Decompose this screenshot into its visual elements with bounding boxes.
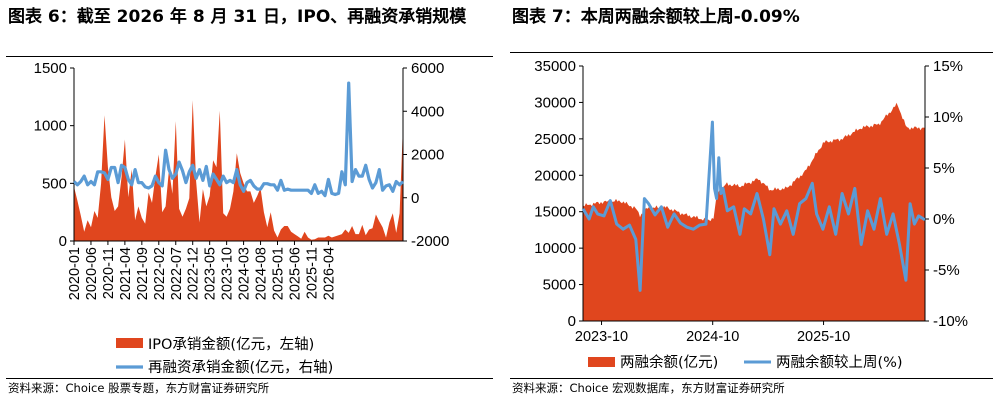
- x-tick-label: 2023-10: [575, 329, 628, 345]
- right-title-rule: [510, 52, 993, 53]
- legend-ipo-swatch: [116, 338, 143, 348]
- right-y-tick-label: 6000: [411, 60, 444, 77]
- right-chart-title: 图表 7：本周两融余额较上周-0.09%: [512, 7, 800, 27]
- left-chart-panel: 图表 6：截至 2026 年 8 月 31 日，IPO、再融资承销规模 0 500…: [0, 0, 497, 403]
- legend-ipo-label: IPO承销金额(亿元，左轴): [148, 336, 314, 353]
- left-y-tick-label: 1000: [34, 118, 67, 135]
- right-y-tick-label: 15%: [933, 58, 963, 75]
- x-tick-label: 2020-06: [84, 247, 100, 300]
- left-y-tick-label: 0: [568, 313, 576, 330]
- right-source-rule: [510, 378, 993, 379]
- left-y-tick-label: 30000: [534, 94, 576, 111]
- legend-change-label: 两融余额较上周(%): [776, 353, 903, 371]
- left-source-rule: [6, 378, 493, 379]
- legend-balance-swatch: [588, 357, 615, 367]
- x-tick-label: 2025-11: [304, 247, 320, 299]
- left-y-tick-label: 500: [42, 175, 67, 192]
- x-tick-label: 2023-10: [220, 247, 236, 300]
- right-chart-panel: 图表 7：本周两融余额较上周-0.09% 0 5000 10000 15000 2000…: [504, 0, 997, 403]
- x-tick-label: 2022-12: [186, 247, 202, 300]
- left-chart-title: 图表 6：截至 2026 年 8 月 31 日，IPO、再融资承销规模: [8, 7, 467, 27]
- refinancing-line-series: [72, 81, 405, 198]
- legend-balance-label: 两融余额(亿元): [620, 353, 718, 371]
- left-y-tick-label: 15000: [534, 204, 576, 221]
- x-tick-label: 2023-05: [203, 247, 219, 300]
- margin-balance-chart: 0 5000 10000 15000 20000 25000 30000 35000 -10% -…: [534, 58, 968, 371]
- x-tick-label: 2020-01: [67, 247, 83, 300]
- x-tick-label: 2025-01: [271, 247, 287, 300]
- left-chart-source: 资料来源：Choice 股票专题，东方财富证券研究所: [8, 381, 270, 395]
- right-y-tick-label: 0: [411, 190, 419, 207]
- x-tick-label: 2024-10: [686, 329, 739, 345]
- left-y-tick-label: 10000: [534, 240, 576, 257]
- x-tick-label: 2022-07: [169, 247, 185, 300]
- left-title-rule: [6, 56, 493, 57]
- x-tick-label: 2025-06: [288, 247, 304, 300]
- right-y-tick-label: 2000: [411, 147, 444, 164]
- margin-balance-area-series: [583, 102, 925, 321]
- right-y-tick-label: 0%: [933, 211, 955, 228]
- right-y-tick-label: 10%: [933, 109, 963, 126]
- x-tick-label: 2020-11: [101, 247, 117, 299]
- right-y-tick-label: -10%: [933, 313, 968, 330]
- right-chart-source: 资料来源：Choice 宏观数据库，东方财富证券研究所: [512, 381, 785, 395]
- left-y-tick-label: 25000: [534, 131, 576, 148]
- x-tick-label: 2025-10: [797, 329, 850, 345]
- x-tick-label: 2026-04: [321, 247, 337, 300]
- weekly-change-line-series: [581, 120, 926, 292]
- right-y-tick-label: 5%: [933, 160, 955, 177]
- x-tick-label: 2022-02: [152, 247, 168, 300]
- right-y-tick-label: -5%: [933, 262, 960, 279]
- x-tick-label: 2021-09: [135, 247, 151, 300]
- left-y-tick-label: 20000: [534, 167, 576, 184]
- left-y-tick-label: 5000: [543, 277, 576, 294]
- legend-refinancing-label: 再融资承销金额(亿元，右轴): [148, 359, 333, 376]
- left-y-tick-label: 0: [59, 233, 67, 250]
- left-y-tick-label: 35000: [534, 58, 576, 75]
- right-y-tick-label: 4000: [411, 103, 444, 120]
- x-tick-label: 2024-08: [254, 247, 270, 300]
- right-y-tick-label: -2000: [411, 233, 449, 250]
- x-tick-label: 2021-04: [118, 247, 134, 300]
- x-tick-label: 2024-03: [237, 247, 253, 300]
- left-y-tick-label: 1500: [34, 60, 67, 77]
